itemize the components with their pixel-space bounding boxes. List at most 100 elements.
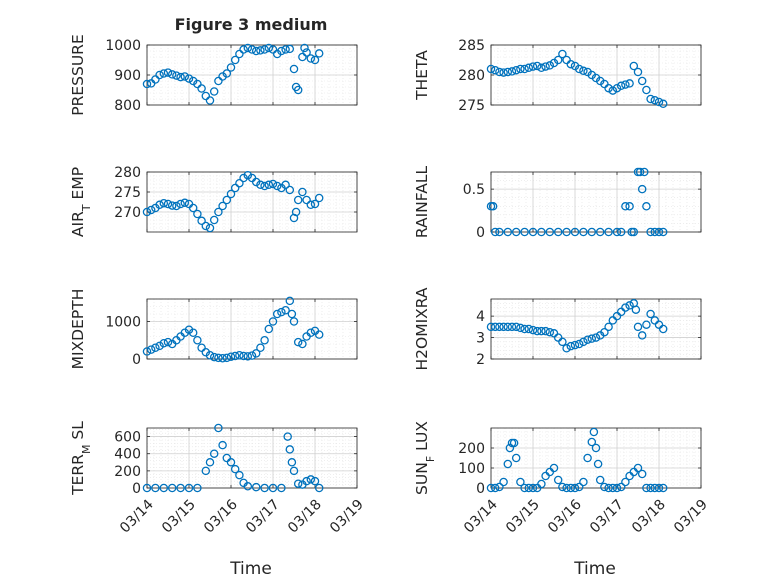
subplot-mixdepth: 0 1000 MIXDEPTH	[69, 289, 358, 369]
data-point	[646, 227, 655, 237]
data-point	[243, 482, 253, 491]
data-point	[495, 67, 504, 77]
data-point	[142, 483, 152, 493]
data-point	[226, 352, 236, 361]
data-point	[146, 345, 156, 354]
y-tick-label: 400	[114, 447, 141, 463]
data-point	[268, 317, 278, 326]
data-point	[490, 227, 500, 237]
data-point	[566, 483, 576, 493]
data-point	[218, 440, 227, 450]
data-point	[520, 483, 529, 493]
data-point	[549, 329, 559, 338]
y-tick-label: 0	[132, 352, 141, 368]
ylabel: TERRM SL	[69, 421, 93, 496]
data-point	[167, 70, 177, 79]
data-point	[172, 201, 181, 211]
data-point	[260, 45, 269, 54]
data-point	[256, 343, 265, 352]
data-point	[193, 483, 202, 493]
ylabel: SUNF LUX	[413, 421, 437, 495]
data-point	[209, 352, 219, 362]
data-point	[532, 61, 542, 71]
data-point	[201, 91, 211, 101]
data-point	[604, 83, 613, 93]
data-point	[562, 483, 571, 493]
data-point	[520, 64, 529, 74]
data-point	[528, 325, 538, 335]
data-point	[281, 45, 290, 54]
data-point	[553, 227, 563, 237]
data-point	[209, 215, 219, 225]
data-point	[629, 61, 639, 71]
data-point	[558, 49, 567, 59]
data-point	[230, 464, 240, 474]
data-point	[537, 479, 546, 489]
data-point	[293, 195, 303, 205]
data-point	[167, 201, 177, 210]
data-point	[235, 178, 244, 188]
data-point	[287, 458, 297, 467]
data-point	[621, 80, 630, 89]
data-point	[256, 46, 265, 55]
data-series	[486, 167, 668, 237]
data-point	[537, 326, 546, 336]
y-tick-label: 285	[458, 38, 485, 54]
data-point	[205, 458, 215, 467]
y-tick-label: 2	[476, 352, 485, 368]
data-series	[142, 296, 324, 363]
data-point	[562, 344, 571, 353]
data-point	[486, 64, 496, 74]
data-point	[264, 180, 274, 190]
data-point	[621, 303, 630, 312]
data-point	[201, 466, 211, 476]
data-point	[593, 459, 603, 469]
data-point	[608, 86, 618, 95]
data-point	[495, 322, 504, 332]
data-series	[142, 170, 324, 233]
data-point	[595, 227, 605, 237]
data-point	[306, 54, 316, 63]
data-point	[516, 323, 525, 333]
data-point	[658, 99, 668, 109]
data-point	[658, 227, 668, 237]
data-point	[507, 67, 517, 76]
data-point	[226, 189, 236, 199]
ylabel: PRESSURE	[69, 34, 87, 116]
data-point	[235, 470, 244, 480]
data-point	[587, 437, 597, 447]
data-point	[604, 322, 613, 332]
data-point	[314, 49, 324, 58]
data-point	[298, 187, 307, 197]
y-tick-label: 200	[458, 441, 485, 457]
data-point	[268, 45, 278, 54]
data-point	[268, 179, 278, 189]
data-point	[646, 309, 655, 319]
ylabel: RAINFALL	[413, 165, 431, 238]
data-point	[637, 76, 647, 86]
data-point	[176, 483, 185, 493]
data-point	[633, 463, 643, 473]
data-point	[188, 203, 198, 213]
data-point	[159, 483, 169, 493]
data-point	[511, 65, 521, 75]
data-point	[243, 43, 253, 53]
data-point	[193, 209, 202, 219]
data-point	[151, 483, 160, 493]
data-series	[142, 423, 324, 493]
data-point	[214, 423, 223, 433]
subplot-h2omixra: 2 3 4 H2OMIXRA	[413, 287, 702, 371]
data-point	[291, 207, 301, 217]
tick-marks	[490, 299, 702, 360]
data-point	[570, 483, 580, 493]
data-point	[197, 84, 206, 93]
data-point	[281, 180, 290, 190]
data-point	[300, 43, 309, 53]
data-point	[172, 71, 181, 80]
data-point	[570, 340, 580, 350]
y-tick-label: 100	[458, 461, 485, 477]
data-point	[635, 167, 645, 177]
data-point	[222, 353, 232, 363]
data-point	[595, 475, 605, 485]
